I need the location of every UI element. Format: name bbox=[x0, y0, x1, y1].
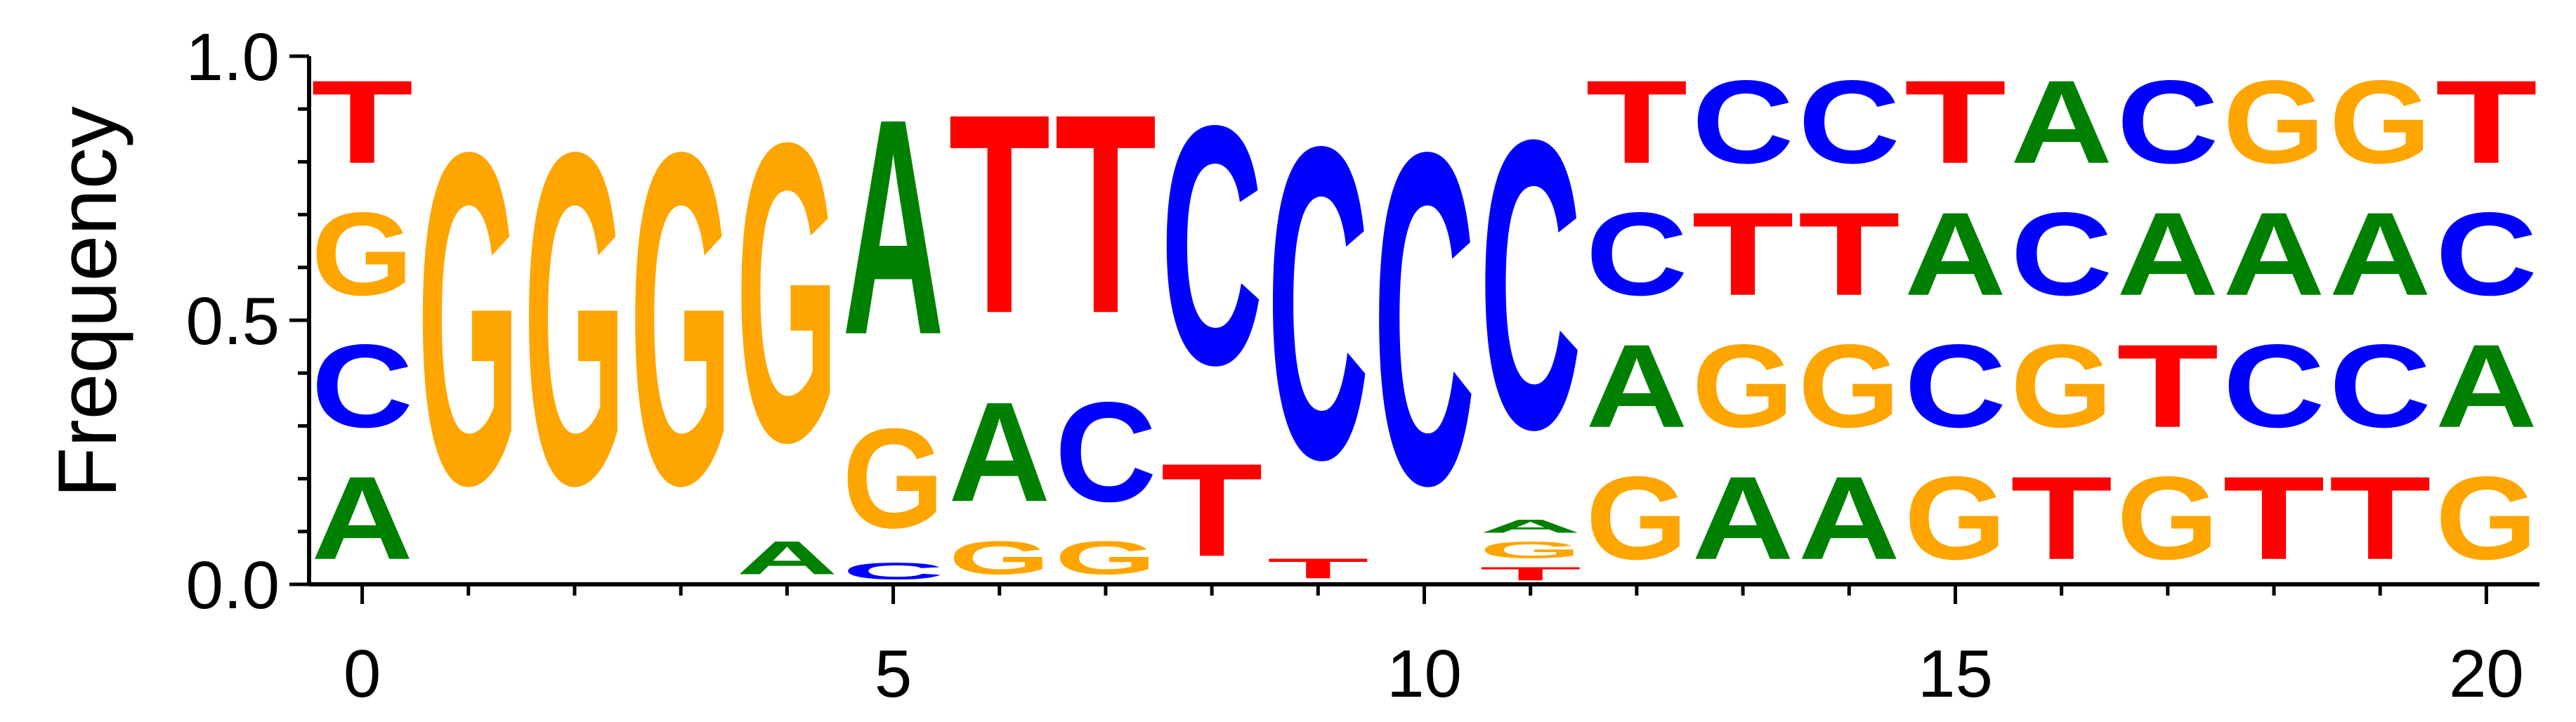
x-tick-label: 0 bbox=[344, 636, 381, 711]
logo-letter-t: T bbox=[2117, 320, 2218, 452]
logo-letter-c: C bbox=[1692, 56, 1794, 188]
logo-letter-c: C bbox=[2223, 320, 2325, 452]
logo-letter-g: G bbox=[842, 400, 944, 558]
logo-letter-g: G bbox=[1692, 320, 1794, 452]
x-tick-label: 15 bbox=[1918, 636, 1993, 711]
y-axis-label: Frequency bbox=[41, 106, 134, 498]
logo-letter-a: A bbox=[736, 531, 838, 584]
y-tick-label: 0.0 bbox=[186, 548, 280, 623]
logo-letter-a: A bbox=[1798, 452, 1900, 584]
logo-letter-a: A bbox=[1479, 516, 1581, 537]
logo-letter-g: G bbox=[1586, 452, 1687, 584]
logo-letter-g: G bbox=[948, 531, 1050, 584]
logo-letter-g: G bbox=[2117, 452, 2218, 584]
logo-letter-a: A bbox=[2117, 188, 2218, 320]
logo-letter-g: G bbox=[1798, 320, 1900, 452]
logo-letter-c: C bbox=[2329, 320, 2431, 452]
logo-letter-c: C bbox=[2436, 188, 2537, 320]
x-tick-label: 20 bbox=[2449, 636, 2524, 711]
y-tick-label: 1.0 bbox=[186, 20, 280, 95]
logo-letter-a: A bbox=[1692, 452, 1794, 584]
logo-letter-g: G bbox=[417, 53, 519, 583]
axes-layer: 0.0 0.5 1.0 0 5 10 15 20 bbox=[186, 20, 2539, 711]
y-tick-label: 0.5 bbox=[186, 284, 280, 359]
logo-letter-a: A bbox=[2436, 320, 2537, 452]
logo-letter-a: A bbox=[948, 372, 1050, 532]
logo-letter-t: T bbox=[1267, 553, 1369, 584]
logo-letter-g: G bbox=[630, 53, 732, 583]
logo-letter-a: A bbox=[2329, 188, 2431, 320]
logo-letter-a: A bbox=[842, 55, 944, 400]
logo-letter-c: C bbox=[2117, 56, 2218, 188]
logo-letter-g: G bbox=[2436, 452, 2537, 584]
logo-letter-a: A bbox=[2011, 56, 2112, 188]
logo-letter-g: G bbox=[1054, 531, 1156, 584]
logo-letter-t: T bbox=[2436, 56, 2537, 188]
logo-letter-t: T bbox=[311, 56, 413, 188]
logo-letter-g: G bbox=[2329, 55, 2431, 188]
logo-letter-a: A bbox=[1904, 188, 2006, 320]
logo-letter-t: T bbox=[1904, 56, 2006, 188]
logo-letter-t: T bbox=[1692, 188, 1794, 320]
logo-letter-a: A bbox=[1586, 320, 1687, 452]
logo-letter-t: T bbox=[2329, 452, 2431, 584]
logo-letter-t: T bbox=[1479, 563, 1581, 584]
logo-letter-c: C bbox=[1054, 372, 1156, 532]
logo-letter-c: C bbox=[1373, 55, 1475, 583]
x-tick-label: 5 bbox=[875, 636, 912, 711]
logo-letter-c: C bbox=[1586, 188, 1687, 320]
logo-letter-t: T bbox=[1054, 56, 1156, 373]
logo-letter-t: T bbox=[1798, 188, 1900, 320]
logo-letter-a: A bbox=[311, 452, 413, 584]
logo-letter-g: G bbox=[311, 188, 413, 320]
logo-letter-c: C bbox=[2011, 188, 2112, 320]
logo-letter-c: C bbox=[1904, 320, 2006, 452]
logo-letter-t: T bbox=[948, 56, 1050, 373]
logo-letter-g: G bbox=[1904, 452, 2006, 584]
logo-letter-g: G bbox=[2223, 55, 2325, 188]
logo-letter-a: A bbox=[2223, 188, 2325, 320]
logo-letter-t: T bbox=[2011, 452, 2112, 584]
logo-letter-c: C bbox=[1267, 53, 1369, 551]
logo-letter-t: T bbox=[2223, 452, 2325, 584]
logo-letter-g: G bbox=[1479, 537, 1581, 563]
x-tick-label: 10 bbox=[1387, 636, 1462, 711]
logo-letter-c: C bbox=[1479, 54, 1581, 515]
logo-letter-c: C bbox=[1161, 55, 1263, 435]
logo-letter-g: G bbox=[736, 55, 838, 531]
logo-letter-t: T bbox=[1161, 437, 1263, 584]
logo-letter-t: T bbox=[1586, 56, 1687, 188]
logo-letter-c: C bbox=[1798, 56, 1900, 188]
logo-letter-g: G bbox=[2011, 320, 2112, 452]
logo-letter-g: G bbox=[523, 53, 625, 583]
logo-letter-c: C bbox=[842, 558, 944, 584]
logo-letter-c: C bbox=[311, 320, 413, 452]
